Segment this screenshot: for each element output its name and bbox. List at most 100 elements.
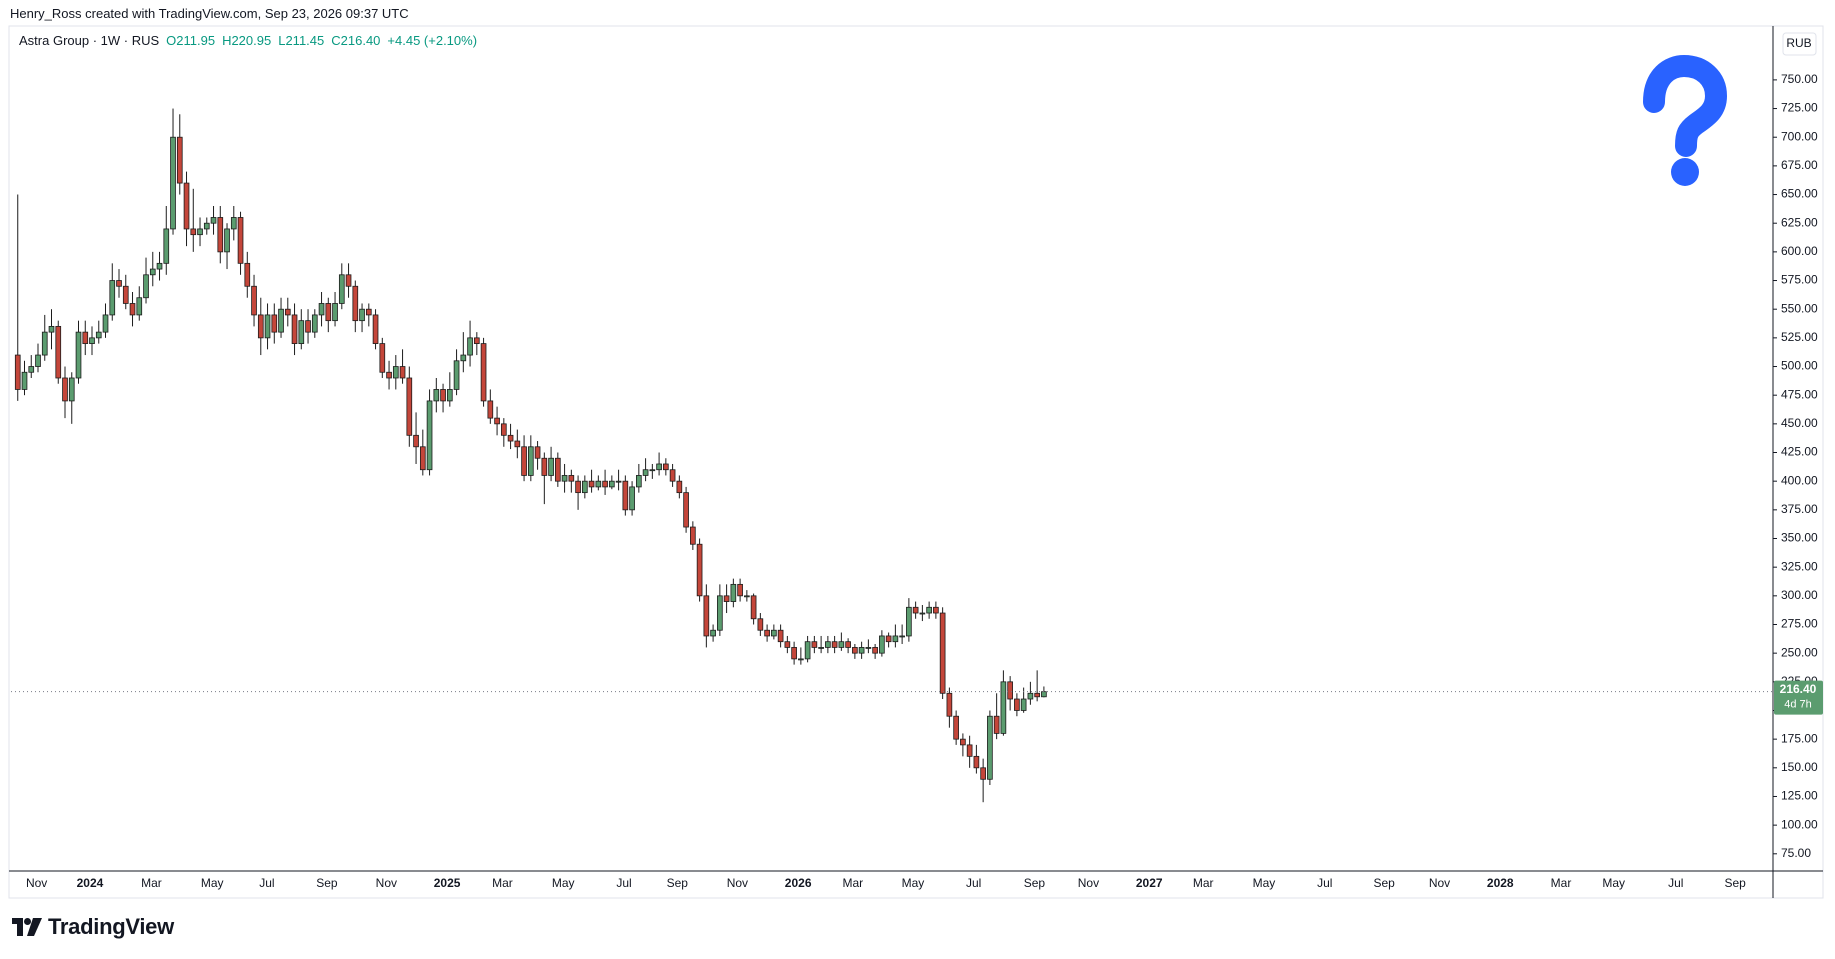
candle-body [1014,698,1020,711]
candle-body [318,303,325,316]
y-tick-label: 100.00 [1781,817,1818,831]
y-tick-label: 350.00 [1781,531,1818,545]
candle-body [426,400,433,471]
x-tick-label: Jul [1668,876,1683,890]
candle-body [912,606,919,614]
y-tick-label: 450.00 [1781,416,1818,430]
candle-body [109,280,116,316]
candle-body [973,755,980,769]
question-icon [1643,54,1728,186]
x-tick-label: May [1253,876,1276,890]
candle-body [663,463,669,471]
y-tick-label: 625.00 [1781,215,1818,229]
y-tick-label: 275.00 [1781,617,1818,631]
x-tick-label: Sep [1024,876,1046,890]
x-tick-label: Nov [376,876,397,890]
candle-body [190,228,197,236]
countdown: 4d 7h [1784,699,1812,711]
candle-body [392,366,399,379]
candle-body [217,217,224,253]
candle-body [514,440,521,448]
candle-body [872,647,878,654]
candle-body [946,692,953,717]
x-tick-label: Sep [1725,876,1747,890]
x-tick-label: Jul [1317,876,1332,890]
candle-body [244,262,251,287]
x-tick-label: Jul [966,876,981,890]
candle-body [68,377,75,402]
candle-body [811,641,818,648]
candle-body [1007,681,1013,700]
candle-body [433,389,440,402]
y-tick-label: 475.00 [1781,387,1818,401]
candle-body [885,635,892,643]
candle-body [696,543,703,597]
candle-body [575,480,581,494]
y-tick-label: 750.00 [1781,72,1818,86]
candle-body [676,480,683,494]
y-tick-label: 325.00 [1781,559,1818,573]
candle-body [446,389,453,402]
candle-body [987,715,993,780]
x-tick-label: 2027 [1136,876,1163,890]
candle-body [804,641,811,660]
y-tick-label: 125.00 [1781,789,1818,803]
x-tick-label: Mar [141,876,162,890]
candle-body [737,583,743,597]
y-tick-label: 75.00 [1781,846,1811,860]
x-tick-label: Mar [843,876,864,890]
candle-body [28,366,35,373]
currency-box[interactable] [1782,32,1817,56]
candle-body [649,469,656,472]
candle-body [507,434,514,442]
candle-body [534,446,541,459]
x-tick-label: 2026 [785,876,812,890]
candle-body [379,343,386,373]
candle-body [521,446,527,476]
candle-body [487,400,494,419]
symbol-title[interactable]: Astra Group · 1W · RUS [19,33,160,48]
candle-body [176,136,183,184]
x-tick-label: 2028 [1487,876,1514,890]
candle-body [480,343,487,402]
y-tick-label: 700.00 [1781,129,1818,143]
candle-body [777,629,784,643]
candle-body [1041,691,1047,698]
candle-body [568,475,575,482]
candle-body [305,320,311,333]
candle-body [960,738,966,746]
candle-body [622,480,629,511]
candle-body [183,182,190,230]
x-tick-label: May [1602,876,1625,890]
y-tick-label: 500.00 [1781,359,1818,373]
candle-body [203,222,210,230]
logo-text: TradingView [48,914,174,939]
candle-body [224,228,230,253]
candle-body [1020,698,1027,711]
candle-body [284,308,291,316]
currency: RUB [1786,36,1811,50]
logo[interactable]: TradingView [12,914,174,940]
candle-body [656,463,662,471]
candle-body [629,486,635,511]
candle-body [757,618,764,631]
candle-body [966,744,973,757]
candle-body [582,480,588,494]
candle-body [89,337,95,344]
candle-body [156,262,163,270]
candle-body [352,285,359,322]
candle-body [548,457,554,476]
x-tick-label: Mar [1551,876,1572,890]
candle-body [703,595,710,637]
y-tick-label: 650.00 [1781,187,1818,201]
x-tick-label: Sep [1373,876,1395,890]
change: +4.45 (+2.10%) [387,33,478,48]
candle-body [14,354,21,390]
candle-body [82,331,89,344]
candle-body [48,325,55,333]
candle-body [55,325,62,379]
candle-body [473,337,480,344]
candle-body [359,308,365,322]
y-tick-label: 150.00 [1781,760,1818,774]
